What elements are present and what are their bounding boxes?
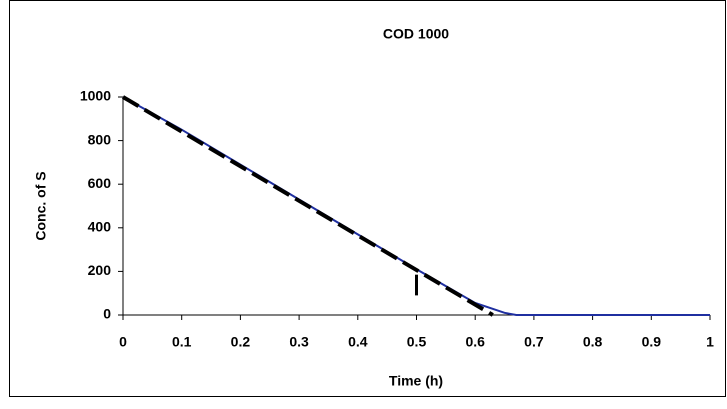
x-tick-label: 0.2 — [231, 334, 251, 350]
x-tick-label: 0.1 — [172, 334, 192, 350]
y-tick-label: 200 — [88, 262, 112, 278]
x-tick-label: 0 — [119, 334, 127, 350]
x-tick-label: 0.6 — [465, 334, 485, 350]
y-tick-label: 800 — [88, 131, 112, 147]
x-tick-label: 0.9 — [642, 334, 662, 350]
y-axis-label: Conc. of S — [33, 171, 49, 240]
x-tick-label: 0.3 — [289, 334, 309, 350]
chart-frame — [9, 0, 726, 397]
chart-title: COD 1000 — [383, 26, 449, 42]
y-tick-label: 600 — [88, 175, 112, 191]
x-tick-label: 0.5 — [407, 334, 427, 350]
x-axis-label: Time (h) — [389, 373, 443, 389]
y-tick-label: 1000 — [80, 88, 111, 104]
x-tick-label: 0.4 — [348, 334, 368, 350]
x-tick-label: 0.7 — [524, 334, 544, 350]
y-tick-label: 400 — [88, 219, 112, 235]
series-line — [121, 95, 494, 317]
y-tick-label: 0 — [103, 306, 111, 322]
x-tick-label: 1 — [706, 334, 714, 350]
x-tick-label: 0.8 — [583, 334, 603, 350]
